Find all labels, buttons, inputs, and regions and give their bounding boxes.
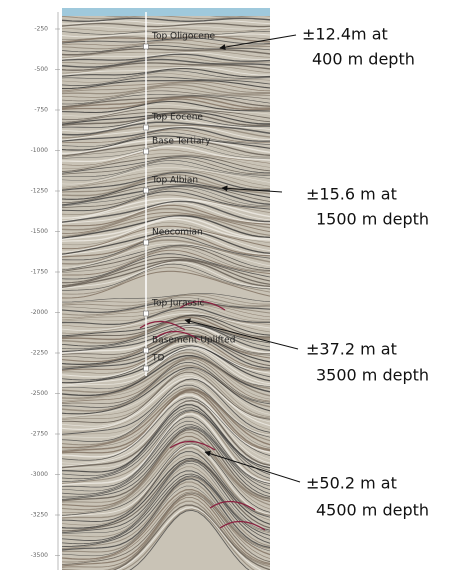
depth-tick-label: -500 <box>34 66 48 73</box>
depth-tick-label: -3250 <box>31 512 49 519</box>
annotation-line: 4500 m depth <box>316 501 429 520</box>
well-marker <box>144 188 149 193</box>
well-marker <box>144 311 149 316</box>
well-marker <box>144 348 149 353</box>
depth-tick-label: -2750 <box>31 431 49 438</box>
horizon-label: TD <box>151 354 164 364</box>
horizon-label: Basement Uplifted <box>152 336 235 346</box>
well-marker <box>144 240 149 245</box>
depth-tick-label: -250 <box>34 26 48 33</box>
depth-tick-label: -2250 <box>31 350 49 357</box>
depth-tick-label: -2500 <box>31 390 49 397</box>
depth-tick-label: -1000 <box>31 147 49 154</box>
annotation-line: ±37.2 m at <box>306 340 397 359</box>
figure: -250 -500 -750 -1000 -1250 -1500 -1750 -2000 -22… <box>0 0 471 570</box>
annotation-line: 400 m depth <box>312 50 415 69</box>
depth-tick-label: -1750 <box>31 269 49 276</box>
horizon-label: Top Albian <box>151 176 198 186</box>
annotation-line: ±50.2 m at <box>306 474 397 493</box>
top-strip <box>62 8 270 16</box>
depth-tick-label: -750 <box>34 107 48 114</box>
horizon-label: Top Oligocene <box>151 32 216 42</box>
well-marker <box>144 149 149 154</box>
depth-tick-label: -3000 <box>31 471 49 478</box>
depth-tick-label: -3500 <box>31 552 49 559</box>
depth-tick-label: -1250 <box>31 188 49 195</box>
horizon-label: Neocomian <box>152 228 203 238</box>
horizon-label: Base Tertiary <box>152 137 211 147</box>
depth-tick-label: -1500 <box>31 228 49 235</box>
depth-tick-label: -2000 <box>31 309 49 316</box>
well-marker <box>144 125 149 130</box>
well-marker <box>144 44 149 49</box>
horizon-label: Top Eocene <box>151 113 203 123</box>
annotation-line: 1500 m depth <box>316 210 429 229</box>
horizon-label: Top Jurassic <box>151 299 205 309</box>
annotation-line: ±15.6 m at <box>306 185 397 204</box>
annotation-line: 3500 m depth <box>316 366 429 385</box>
annotation-line: ±12.4m at <box>302 25 388 44</box>
well-marker <box>144 366 149 371</box>
